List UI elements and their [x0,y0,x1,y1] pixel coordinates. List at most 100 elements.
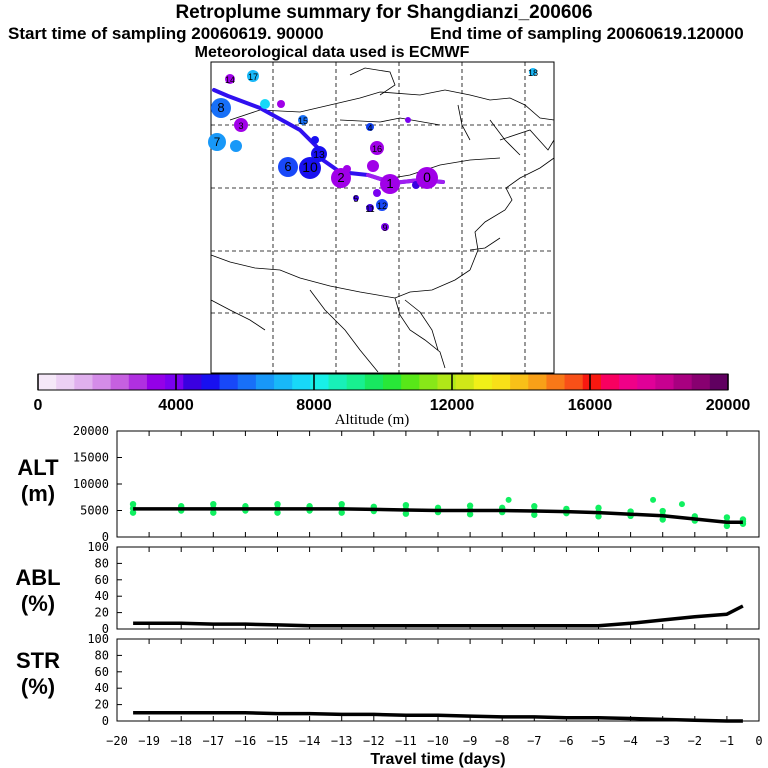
y-tick-label: 20 [95,606,109,620]
y-tick-label: 0 [102,622,109,636]
colorbar-swatch [528,374,548,390]
x-tick-label: −20 [106,734,128,748]
x-tick-label: −18 [170,734,192,748]
map-boundary [469,237,501,251]
plume-marker-label: 2 [337,170,344,185]
x-tick-label: −15 [267,734,289,748]
plume-marker [311,136,319,144]
panel-alt: 20000 15000 10000 5000 0 [73,424,760,544]
str-line [133,711,743,723]
x-tick-label: −11 [395,734,417,748]
plume-marker-label: 5 [353,194,358,204]
x-axis: −20 −19 −18 −17 −16 −15 −14 −13 −12 −11 −10 −9 −8 −7−… [106,734,762,768]
colorbar-swatch [346,374,366,390]
colorbar-swatch [92,374,112,390]
plume-marker-label: 7 [214,136,221,149]
plume-marker-label: 15 [298,116,308,126]
plume-marker [260,99,270,109]
x-tick-label: 0 [755,734,762,748]
colorbar-tick-label: 0 [34,397,43,414]
alt-scatter-point [723,514,731,521]
y-tick-label: 20000 [73,424,109,438]
panel-abl: 100 80 60 40 20 0 [87,540,760,636]
colorbar-swatch [110,374,130,390]
panel-frame [116,430,760,538]
plume-marker-label: 17 [248,72,258,82]
colorbar-swatch [183,374,203,390]
plume-marker [380,174,400,194]
alt-label: ALT (m) [17,455,59,506]
y-tick-label: 20 [95,698,109,712]
colorbar-swatch [237,374,257,390]
colorbar-swatch [564,374,584,390]
alt-line [133,507,743,524]
colorbar-swatch [38,374,57,390]
x-tick-label: −10 [427,734,449,748]
y-tick-label: 10000 [73,477,109,491]
plume-marker-label: 12 [377,201,387,211]
colorbar-swatch [219,374,239,390]
x-axis-label: Travel time (days) [370,751,505,768]
x-tick-label: −1 [720,734,734,748]
map-boundary [210,299,266,331]
colorbar-swatch [600,374,620,390]
panel-str: 100 80 60 40 20 0 [87,632,760,728]
colorbar-label: Altitude (m) [335,412,410,428]
colorbar-swatch [510,374,529,390]
y-tick-label: 100 [87,540,109,554]
colorbar-swatch [255,374,275,390]
map-boundary [394,297,446,369]
plume-marker-label: 18 [528,68,538,78]
alt-scatter-point [274,500,281,508]
map-boundary [309,289,379,373]
plume-marker [278,157,298,177]
colorbar-swatch [364,374,384,390]
colorbar-swatch [437,374,457,390]
x-tick-label: −13 [331,734,353,748]
plume-marker-label: 14 [225,75,235,85]
plume-marker-label: 10 [302,159,318,175]
y-tick-label: 0 [102,530,109,544]
alt-scatter-point [650,496,657,503]
y-tick-label: 5000 [80,504,109,518]
colorbar-tick-label: 20000 [706,397,751,414]
plume-marker [208,133,226,151]
y-tick-label: 80 [95,648,109,662]
y-tick-label: 15000 [73,451,109,465]
colorbar-swatch [637,374,656,390]
plume-marker [366,204,374,212]
colorbar-swatch [292,374,311,390]
map-boundary [339,117,441,126]
x-tick-label: −12 [363,734,385,748]
map-boundary [379,157,501,181]
x-tick-label: −7 [527,734,541,748]
x-tick-label: −2 [688,734,702,748]
plume-marker [211,98,231,118]
colorbar-swatch [455,374,475,390]
alt-scatter-point [659,507,666,515]
y-tick-label: 40 [95,681,109,695]
colorbar-swatch [473,374,493,390]
plume-marker [298,115,308,125]
colorbar-swatch [146,374,166,390]
colorbar-swatch [655,374,675,390]
plume-marker [416,167,438,189]
plume-marker [381,223,389,231]
colorbar-swatch [274,374,293,390]
y-tick-label: 40 [95,589,109,603]
alt-scatter-point [595,504,602,512]
colorbar-swatch [709,374,729,390]
plume-marker-label: 9 [382,223,387,233]
colorbar-swatch [310,374,330,390]
colorbar-swatch [419,374,439,390]
plume-marker [367,160,379,172]
y-tick-label: 0 [102,714,109,728]
x-tick-label: −4 [623,734,637,748]
abl-line [133,604,744,628]
met-data: Meteorological data used is ECMWF [194,44,470,61]
map-boundary [444,89,555,121]
map-boundary [404,299,439,351]
y-tick-label: 60 [95,573,109,587]
